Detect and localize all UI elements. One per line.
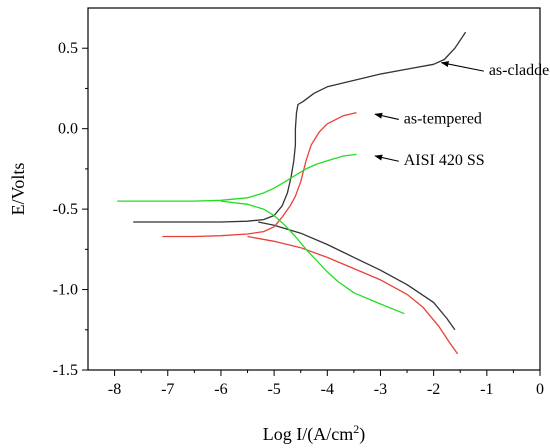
x-tick-label: -3 bbox=[374, 381, 387, 398]
x-tick-label: -7 bbox=[161, 381, 174, 398]
x-tick-label: -5 bbox=[267, 381, 280, 398]
x-axis: -8 -7 -6 -5 -4 -3 -2 -1 0 bbox=[108, 370, 544, 398]
x-axis-label: Log I/(A/cm2) bbox=[263, 422, 365, 445]
series-line-1 bbox=[162, 111, 459, 355]
annotation-arrow bbox=[440, 61, 484, 72]
x-tick-label: 0 bbox=[536, 381, 544, 398]
y-tick-label: -1.0 bbox=[53, 282, 78, 299]
y-axis: -1.5 -1.0 -0.5 0.0 0.5 bbox=[53, 40, 88, 379]
x-tick-label: -1 bbox=[480, 381, 493, 398]
annotation-label: AISI 420 SS bbox=[404, 152, 485, 169]
y-tick-label: 0.5 bbox=[58, 40, 78, 57]
y-axis-label: E/Volts bbox=[8, 163, 28, 216]
x-tick-label: -4 bbox=[321, 381, 334, 398]
plot-frame bbox=[87, 7, 541, 371]
annotation-arrow bbox=[374, 154, 399, 162]
series-line-2 bbox=[117, 153, 405, 315]
x-axis-label-main: Log I/(A/cm bbox=[263, 424, 353, 445]
series-line-0 bbox=[133, 31, 467, 331]
y-tick-label: -0.5 bbox=[53, 201, 78, 218]
annotation-label: as-cladded bbox=[489, 62, 550, 79]
x-tick-label: -8 bbox=[108, 381, 121, 398]
y-tick-label: -1.5 bbox=[53, 362, 78, 379]
series-layer bbox=[117, 31, 467, 355]
x-tick-label: -6 bbox=[214, 381, 227, 398]
x-tick-label: -2 bbox=[427, 381, 440, 398]
y-tick-label: 0.0 bbox=[58, 121, 78, 138]
x-axis-label-sup: 2 bbox=[353, 422, 359, 436]
annotation-layer: as-cladded as-tempered AISI 420 SS bbox=[374, 61, 550, 169]
annotation-label: as-tempered bbox=[404, 110, 482, 127]
annotation-arrow bbox=[374, 112, 399, 120]
x-axis-label-tail: ) bbox=[359, 424, 365, 445]
